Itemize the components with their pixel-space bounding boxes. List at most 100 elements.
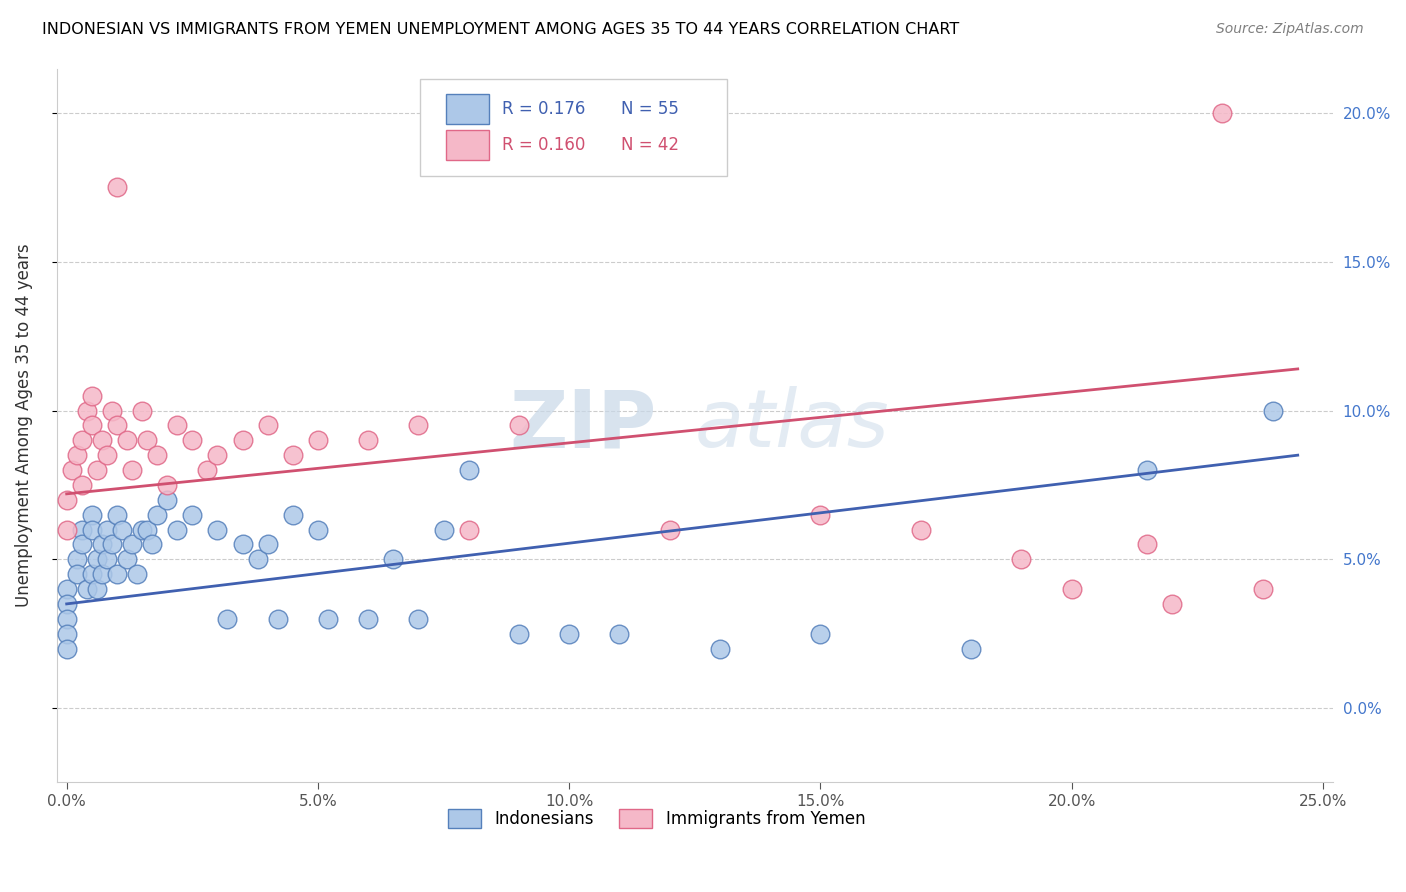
Point xyxy=(307,434,329,448)
Point xyxy=(55,492,77,507)
Point xyxy=(90,537,112,551)
Text: atlas: atlas xyxy=(695,386,890,465)
Point xyxy=(105,567,128,582)
Point xyxy=(1136,463,1159,477)
Point xyxy=(80,418,103,433)
Point xyxy=(70,434,93,448)
Point xyxy=(121,463,143,477)
Point xyxy=(357,612,380,626)
Point xyxy=(90,434,112,448)
Point xyxy=(70,523,93,537)
Text: N = 42: N = 42 xyxy=(620,136,679,154)
Point xyxy=(55,612,77,626)
Point xyxy=(709,641,731,656)
Point xyxy=(408,612,430,626)
Point xyxy=(70,478,93,492)
Point xyxy=(90,567,112,582)
Text: R = 0.160: R = 0.160 xyxy=(502,136,585,154)
FancyBboxPatch shape xyxy=(446,130,489,160)
Point xyxy=(960,641,983,656)
Point xyxy=(166,418,188,433)
Point xyxy=(156,478,179,492)
Point xyxy=(125,567,148,582)
Point xyxy=(281,448,304,462)
Point xyxy=(808,508,831,522)
Point xyxy=(86,463,108,477)
Y-axis label: Unemployment Among Ages 35 to 44 years: Unemployment Among Ages 35 to 44 years xyxy=(15,244,32,607)
Point xyxy=(316,612,339,626)
Point xyxy=(1251,582,1274,596)
Point xyxy=(60,463,83,477)
Point xyxy=(55,641,77,656)
Point xyxy=(307,523,329,537)
Point xyxy=(195,463,218,477)
Point xyxy=(1261,403,1284,417)
Point xyxy=(508,626,530,640)
Point xyxy=(231,434,253,448)
Point xyxy=(246,552,269,566)
Point xyxy=(111,523,134,537)
Point xyxy=(55,626,77,640)
Point xyxy=(1060,582,1083,596)
Point xyxy=(136,523,159,537)
Point xyxy=(96,448,118,462)
Point xyxy=(166,523,188,537)
Point xyxy=(207,448,229,462)
Point xyxy=(115,552,138,566)
FancyBboxPatch shape xyxy=(446,95,489,124)
Point xyxy=(408,418,430,433)
Point xyxy=(156,492,179,507)
Point xyxy=(1161,597,1184,611)
Point xyxy=(457,463,479,477)
Point xyxy=(80,567,103,582)
Point xyxy=(76,582,98,596)
Point xyxy=(55,582,77,596)
Point xyxy=(131,523,153,537)
Point xyxy=(101,537,124,551)
Point xyxy=(70,537,93,551)
Point xyxy=(66,448,89,462)
Point xyxy=(80,508,103,522)
Point xyxy=(141,537,163,551)
Text: INDONESIAN VS IMMIGRANTS FROM YEMEN UNEMPLOYMENT AMONG AGES 35 TO 44 YEARS CORRE: INDONESIAN VS IMMIGRANTS FROM YEMEN UNEM… xyxy=(42,22,959,37)
Text: R = 0.176: R = 0.176 xyxy=(502,100,585,119)
Point xyxy=(86,552,108,566)
Point xyxy=(181,508,204,522)
Point xyxy=(357,434,380,448)
Point xyxy=(658,523,681,537)
Text: N = 55: N = 55 xyxy=(620,100,679,119)
FancyBboxPatch shape xyxy=(420,79,727,176)
Point xyxy=(80,389,103,403)
Point xyxy=(146,448,169,462)
Point xyxy=(457,523,479,537)
Point xyxy=(105,418,128,433)
Text: ZIP: ZIP xyxy=(509,386,657,465)
Point xyxy=(80,523,103,537)
Point xyxy=(96,523,118,537)
Point xyxy=(55,597,77,611)
Point xyxy=(207,523,229,537)
Point xyxy=(267,612,290,626)
Legend: Indonesians, Immigrants from Yemen: Indonesians, Immigrants from Yemen xyxy=(441,802,872,835)
Point xyxy=(96,552,118,566)
Point xyxy=(1136,537,1159,551)
Point xyxy=(136,434,159,448)
Text: Source: ZipAtlas.com: Source: ZipAtlas.com xyxy=(1216,22,1364,37)
Point xyxy=(121,537,143,551)
Point xyxy=(231,537,253,551)
Point xyxy=(256,418,278,433)
Point xyxy=(256,537,278,551)
Point xyxy=(105,508,128,522)
Point xyxy=(1211,106,1233,120)
Point xyxy=(281,508,304,522)
Point xyxy=(101,403,124,417)
Point xyxy=(508,418,530,433)
Point xyxy=(382,552,405,566)
Point xyxy=(432,523,454,537)
Point xyxy=(115,434,138,448)
Point xyxy=(217,612,239,626)
Point xyxy=(131,403,153,417)
Point xyxy=(105,180,128,194)
Point xyxy=(910,523,932,537)
Point xyxy=(86,582,108,596)
